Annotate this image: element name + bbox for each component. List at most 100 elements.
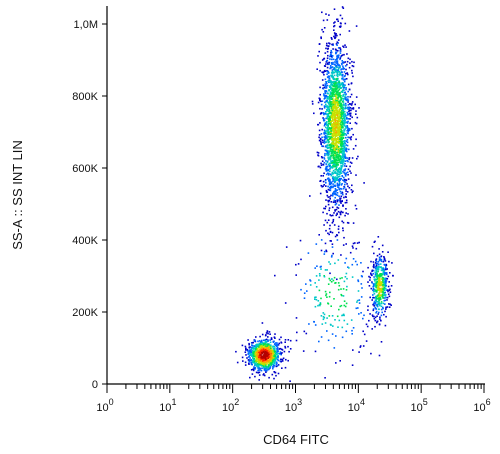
- event-point: [324, 92, 327, 94]
- event-point: [325, 150, 328, 152]
- event-point: [326, 161, 329, 164]
- event-point: [330, 95, 332, 98]
- event-point: [324, 95, 327, 98]
- event-point: [265, 350, 267, 353]
- event-point: [344, 140, 346, 142]
- event-point: [332, 325, 334, 327]
- event-point: [337, 42, 339, 44]
- event-point: [340, 157, 342, 160]
- event-point: [253, 354, 256, 356]
- event-point: [251, 344, 253, 346]
- event-point: [335, 147, 337, 150]
- event-point: [253, 348, 255, 350]
- event-point: [324, 242, 327, 245]
- event-point: [252, 341, 254, 344]
- event-point: [255, 360, 257, 362]
- event-point: [380, 302, 383, 305]
- event-point: [327, 140, 330, 142]
- event-point: [346, 148, 348, 150]
- event-point: [323, 98, 326, 100]
- event-point: [378, 311, 380, 314]
- event-point: [378, 274, 380, 277]
- event-point: [249, 357, 251, 359]
- event-point: [302, 350, 305, 352]
- event-point: [350, 82, 353, 84]
- event-point: [267, 348, 269, 351]
- event-point: [349, 58, 351, 61]
- event-point: [338, 88, 341, 91]
- event-point: [374, 273, 377, 275]
- event-point: [258, 363, 261, 366]
- event-point: [346, 63, 348, 66]
- event-point: [333, 71, 336, 74]
- event-point: [333, 78, 336, 80]
- event-point: [337, 49, 339, 52]
- event-point: [334, 262, 336, 265]
- event-point: [267, 343, 270, 346]
- event-point: [255, 356, 258, 359]
- event-point: [330, 49, 332, 52]
- event-point: [267, 345, 269, 347]
- event-point: [336, 172, 338, 175]
- event-point: [324, 154, 326, 157]
- event-point: [325, 117, 327, 120]
- event-point: [373, 302, 375, 305]
- event-point: [327, 283, 330, 285]
- event-point: [353, 61, 355, 64]
- event-point: [322, 87, 325, 90]
- event-point: [327, 123, 329, 126]
- event-point: [348, 148, 350, 151]
- event-point: [246, 348, 249, 351]
- event-point: [345, 99, 348, 102]
- event-point: [270, 344, 272, 346]
- event-point: [313, 320, 315, 323]
- event-point: [325, 81, 327, 83]
- event-point: [348, 106, 351, 109]
- event-point: [347, 128, 349, 131]
- event-point: [337, 173, 339, 175]
- event-point: [336, 74, 338, 77]
- event-point: [342, 95, 344, 97]
- event-point: [324, 145, 327, 148]
- event-point: [257, 358, 260, 360]
- event-point: [273, 371, 275, 373]
- event-point: [248, 360, 250, 363]
- event-point: [327, 76, 329, 79]
- event-point: [335, 179, 338, 182]
- event-point: [340, 138, 342, 141]
- event-point: [380, 314, 383, 317]
- event-point: [388, 295, 391, 298]
- event-point: [323, 69, 326, 72]
- event-point: [362, 345, 365, 347]
- event-point: [348, 110, 350, 113]
- event-point: [263, 361, 265, 363]
- event-point: [381, 280, 384, 283]
- event-point: [329, 55, 331, 58]
- event-point: [281, 352, 283, 354]
- event-point: [343, 119, 345, 121]
- event-point: [339, 158, 342, 161]
- event-point: [342, 227, 344, 229]
- event-point: [343, 304, 346, 307]
- event-point: [375, 310, 378, 313]
- event-point: [340, 136, 342, 139]
- event-point: [280, 353, 282, 356]
- event-point: [320, 315, 323, 317]
- event-point: [378, 256, 381, 259]
- event-point: [341, 63, 343, 66]
- event-point: [380, 260, 383, 263]
- event-point: [346, 111, 349, 114]
- event-point: [343, 71, 346, 73]
- event-point: [335, 113, 337, 116]
- event-point: [349, 161, 352, 164]
- event-point: [321, 156, 323, 159]
- event-point: [326, 95, 328, 98]
- event-point: [325, 173, 328, 176]
- event-point: [341, 211, 343, 214]
- event-point: [344, 98, 347, 101]
- event-point: [374, 303, 377, 305]
- event-point: [335, 166, 338, 168]
- event-point: [341, 54, 344, 56]
- event-point: [319, 180, 321, 182]
- event-point: [332, 61, 334, 64]
